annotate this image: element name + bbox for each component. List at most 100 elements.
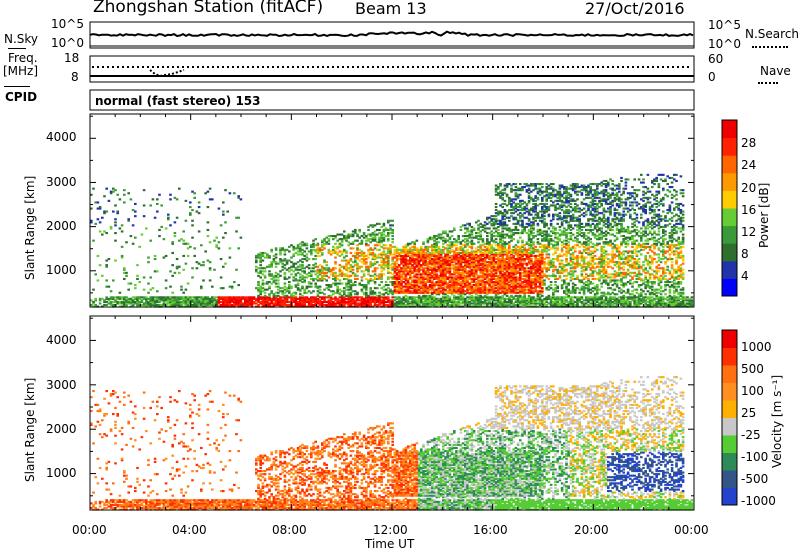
power-cell — [107, 299, 111, 302]
power-cell — [481, 281, 485, 284]
power-cell — [120, 297, 124, 300]
power-cell — [470, 290, 474, 293]
power-cell — [351, 230, 355, 233]
power-cell — [437, 258, 441, 261]
power-cell — [191, 209, 194, 212]
power-cell — [283, 296, 287, 299]
power-cell — [547, 253, 551, 256]
power-cell — [316, 297, 320, 300]
power-cell — [519, 187, 522, 190]
power-cell — [327, 294, 331, 297]
power-cell — [532, 198, 535, 201]
power-cell — [433, 251, 436, 255]
power-cell — [512, 279, 515, 282]
power-cell — [446, 264, 449, 267]
power-cell — [400, 268, 403, 271]
power-cell — [521, 202, 524, 206]
power-cell — [532, 281, 535, 284]
power-cell — [446, 253, 449, 256]
power-cell — [373, 258, 377, 261]
power-cell — [457, 303, 460, 307]
power-cell — [413, 259, 416, 262]
power-cell — [521, 300, 524, 304]
power-cell — [340, 241, 344, 244]
power-cell — [516, 285, 520, 288]
power-cell — [398, 282, 401, 285]
power-cell — [510, 300, 513, 304]
power-cell — [466, 258, 469, 261]
power-cell — [327, 238, 331, 241]
power-cell — [503, 218, 507, 221]
power-cell — [532, 287, 535, 290]
power-cell — [382, 302, 386, 305]
power-cell — [356, 258, 359, 261]
power-cell — [283, 277, 287, 281]
power-cell — [453, 227, 456, 230]
power-cell — [527, 297, 531, 300]
power-cell — [116, 302, 119, 305]
power-cell — [332, 267, 335, 270]
power-cell — [380, 241, 383, 244]
power-cell — [499, 276, 502, 279]
power-cell — [250, 303, 254, 307]
power-cell — [468, 291, 471, 294]
power-cell — [131, 224, 135, 227]
power-cell — [521, 245, 524, 248]
power-cell — [343, 300, 346, 304]
power-cell — [303, 254, 306, 258]
power-cell — [431, 284, 434, 287]
power-cell — [371, 224, 375, 227]
power-cell — [424, 264, 427, 267]
power-cell — [514, 186, 518, 189]
power-cell — [547, 277, 551, 281]
power-cell — [481, 290, 485, 293]
power-cell — [149, 297, 152, 300]
power-cell — [516, 282, 520, 285]
power-cell — [503, 192, 507, 195]
power-cell — [457, 274, 460, 277]
power-cell — [285, 296, 289, 299]
power-cell — [384, 227, 388, 230]
power-cell — [332, 250, 335, 253]
power-cell — [351, 290, 355, 293]
power-cell — [501, 288, 504, 291]
power-cell — [303, 242, 306, 245]
power-cell — [391, 232, 394, 235]
power-cell — [255, 259, 258, 262]
power-cell — [270, 302, 273, 305]
power-cell — [426, 256, 430, 259]
power-cell — [466, 273, 469, 276]
power-cell — [314, 248, 317, 251]
power-cell — [173, 235, 177, 238]
power-cell — [549, 303, 553, 307]
power-cell — [105, 259, 108, 262]
power-cell — [538, 287, 542, 290]
power-cell — [365, 288, 368, 291]
power-cell — [501, 253, 504, 256]
power-cell — [523, 201, 526, 204]
power-cell — [488, 281, 491, 284]
power-cell — [464, 258, 467, 261]
power-cell — [362, 297, 366, 300]
power-cell — [433, 264, 436, 267]
power-cell — [547, 294, 551, 297]
power-cell — [508, 209, 511, 212]
power-cell — [475, 268, 478, 271]
power-cell — [512, 206, 515, 209]
power-cell — [340, 244, 344, 247]
power-cell — [274, 296, 278, 299]
power-cell — [530, 290, 533, 293]
power-cell — [351, 296, 355, 299]
power-cell — [354, 228, 357, 232]
power-cell — [490, 264, 493, 267]
power-cell — [536, 262, 540, 265]
power-cell — [323, 303, 326, 307]
power-cell — [250, 296, 254, 299]
power-cell — [186, 296, 190, 299]
power-cell — [387, 270, 390, 273]
power-cell — [492, 302, 496, 305]
power-cell — [534, 204, 537, 207]
power-cell — [373, 282, 377, 285]
power-cell — [433, 245, 436, 248]
power-cell — [505, 224, 509, 227]
